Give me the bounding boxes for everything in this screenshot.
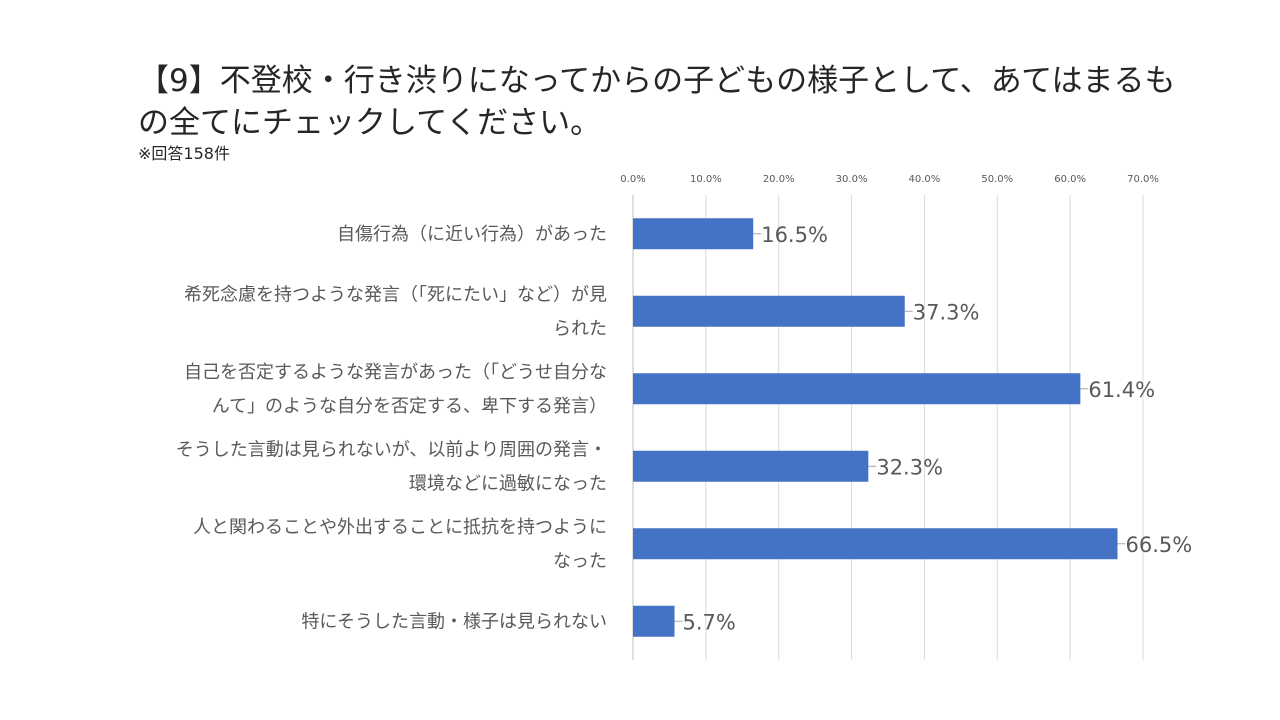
x-tick-label: 60.0% <box>1054 174 1086 185</box>
x-tick-label: 70.0% <box>1127 174 1159 185</box>
category-label: 人と関わることや外出することに抵抗を持つように <box>193 517 607 538</box>
category-label: 環境などに過敏になった <box>409 473 607 494</box>
x-tick-label: 10.0% <box>690 174 722 185</box>
category-label: 希死念慮を持つような発言（「死にたい」など）が見 <box>184 283 607 305</box>
bar <box>633 528 1118 560</box>
category-label: 特にそうした言動・様子は見られない <box>301 611 607 632</box>
data-label: 5.7% <box>683 610 736 634</box>
response-count-note: ※回答158件 <box>138 144 230 163</box>
data-label: 66.5% <box>1126 533 1193 557</box>
x-tick-label: 40.0% <box>909 174 941 185</box>
data-label: 16.5% <box>761 223 828 247</box>
x-tick-label: 0.0% <box>620 174 645 185</box>
category-label: そうした言動は見られないが、以前より周囲の発言・ <box>176 439 607 460</box>
bar <box>633 450 869 482</box>
category-label: んて」のような自分を否定する、卑下する発言） <box>212 396 607 417</box>
x-tick-label: 50.0% <box>981 174 1013 185</box>
category-label: られた <box>553 318 607 339</box>
category-label: 自傷行為（に近い行為）があった <box>337 224 607 245</box>
bar <box>633 605 675 637</box>
bar <box>633 373 1081 405</box>
data-label: 32.3% <box>876 455 943 479</box>
data-label: 61.4% <box>1088 378 1155 402</box>
bar <box>633 218 754 250</box>
data-label: 37.3% <box>913 300 980 324</box>
bar <box>633 295 905 327</box>
x-tick-label: 20.0% <box>763 174 795 185</box>
chart-title: 【9】不登校・行き渋りになってからの子どもの様子として、あてはまるもの全てにチェ… <box>138 63 1176 141</box>
x-tick-label: 30.0% <box>836 174 868 185</box>
category-label: なった <box>553 551 607 572</box>
category-label: 自己を否定するような発言があった（「どうせ自分な <box>184 362 607 383</box>
